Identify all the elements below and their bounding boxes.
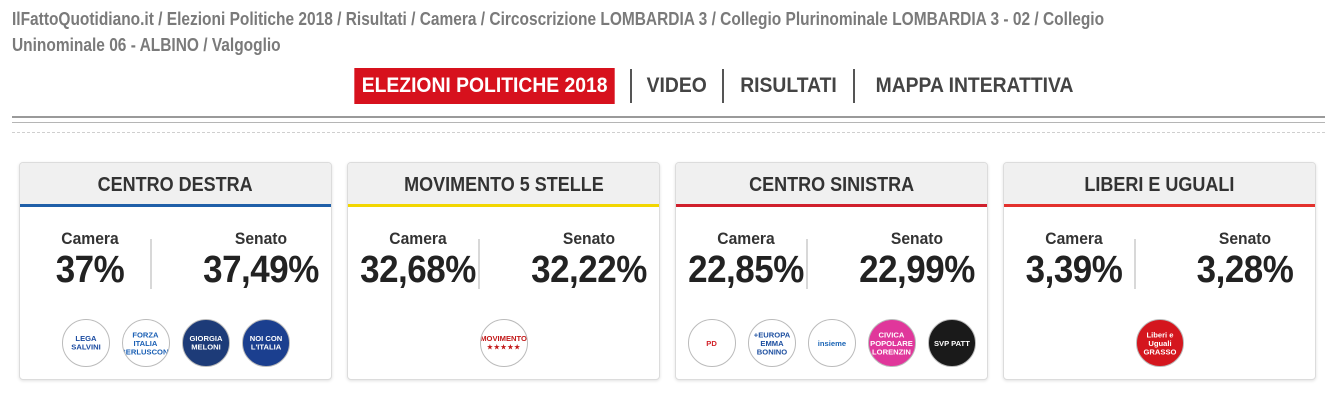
camera-percentage: 3,39% (1025, 249, 1123, 291)
card-header: LIBERI E UGUALI (1004, 163, 1315, 207)
camera-percentage: 22,85% (688, 249, 804, 291)
results-divider (478, 239, 480, 289)
coalition-card-centro-sinistra[interactable]: CENTRO SINISTRA Camera 22,85% Senato 22,… (675, 162, 988, 380)
card-header: CENTRO SINISTRA (676, 163, 987, 207)
results-divider (150, 239, 152, 289)
divider-line (12, 122, 1325, 123)
camera-label: Camera (1045, 229, 1103, 248)
breadcrumb-line-1[interactable]: IlFattoQuotidiano.it / Elezioni Politich… (12, 9, 1105, 29)
elections-nav: ELEZIONI POLITICHE 2018 VIDEO RISULTATI … (343, 68, 1090, 104)
card-title: CENTRO SINISTRA (748, 174, 915, 196)
results-divider (806, 239, 808, 289)
coalition-card-liberi-e-uguali[interactable]: LIBERI E UGUALI Camera 3,39% Senato 3,28… (1003, 162, 1316, 380)
nav-risultati[interactable]: RISULTATI (739, 74, 837, 97)
nav-separator (630, 69, 633, 103)
party-logo-label: MOVIMENTO ★★★★★ (480, 334, 527, 352)
camera-percentage: 32,68% (360, 249, 476, 291)
party-logo-icon[interactable]: NOI CON L'ITALIA (241, 319, 290, 367)
party-logo-icon[interactable]: FORZA ITALIA BERLUSCONI (121, 319, 170, 367)
party-logo-icon[interactable]: MOVIMENTO ★★★★★ (479, 319, 528, 367)
senato-percentage: 22,99% (859, 249, 975, 291)
party-logo-icon[interactable]: CIVICA POPOLARE LORENZIN (867, 319, 916, 367)
senato-percentage: 32,22% (531, 249, 647, 291)
senato-percentage: 3,28% (1196, 249, 1294, 291)
senato-result: Senato 22,99% (847, 229, 987, 292)
nav-mappa-interattiva[interactable]: MAPPA INTERATTIVA (875, 74, 1074, 97)
party-logo-icon[interactable]: GIORGIA MELONI (181, 319, 230, 367)
card-results: Camera 37% Senato 37,49% (20, 207, 331, 307)
card-title: MOVIMENTO 5 STELLE (403, 174, 604, 196)
coalition-card-movimento-5-stelle[interactable]: MOVIMENTO 5 STELLE Camera 32,68% Senato … (347, 162, 660, 380)
party-logo-icon[interactable]: PD (687, 319, 736, 367)
party-logo-icon[interactable]: SVP PATT (927, 319, 976, 367)
party-logos: LEGA SALVINI FORZA ITALIA BERLUSCONI GIORG… (20, 319, 331, 367)
senato-label: Senato (562, 229, 616, 248)
party-logo-icon[interactable]: +EUROPA EMMA BONINO (747, 319, 796, 367)
party-logo-label: FORZA ITALIA BERLUSCONI (121, 330, 170, 356)
card-results: Camera 32,68% Senato 32,22% (348, 207, 659, 307)
card-results: Camera 22,85% Senato 22,99% (676, 207, 987, 307)
party-logo-label: LEGA SALVINI (70, 334, 101, 352)
camera-result: Camera 22,85% (676, 229, 816, 292)
results-divider (1134, 239, 1136, 289)
camera-result: Camera 3,39% (1004, 229, 1144, 292)
breadcrumb-line-2[interactable]: Uninominale 06 - ALBINO / Valgoglio (12, 35, 281, 55)
camera-result: Camera 32,68% (348, 229, 488, 292)
party-logo-icon[interactable]: LEGA SALVINI (61, 319, 110, 367)
card-title: LIBERI E UGUALI (1084, 174, 1235, 196)
camera-result: Camera 37% (20, 229, 160, 292)
camera-label: Camera (717, 229, 775, 248)
senato-result: Senato 3,28% (1175, 229, 1315, 292)
party-logo-label: Liberi e Uguali GRASSO (1143, 330, 1176, 356)
senato-label: Senato (890, 229, 944, 248)
nav-elezioni-politiche-2018[interactable]: ELEZIONI POLITICHE 2018 (354, 68, 615, 104)
nav-separator (721, 69, 724, 103)
party-logo-icon[interactable]: Liberi e Uguali GRASSO (1135, 319, 1184, 367)
breadcrumb: IlFattoQuotidiano.it / Elezioni Politich… (12, 6, 1302, 58)
party-logo-label: SVP PATT (933, 338, 970, 348)
party-logo-label: PD (706, 338, 717, 348)
card-title: CENTRO DESTRA (97, 174, 253, 196)
party-logo-label: NOI CON L'ITALIA (249, 334, 282, 352)
senato-result: Senato 37,49% (191, 229, 331, 292)
senato-result: Senato 32,22% (519, 229, 659, 292)
senato-label: Senato (1218, 229, 1272, 248)
card-header: MOVIMENTO 5 STELLE (348, 163, 659, 207)
party-logos: MOVIMENTO ★★★★★ (348, 319, 659, 367)
senato-label: Senato (234, 229, 288, 248)
nav-separator (852, 69, 855, 103)
party-logo-label: +EUROPA EMMA BONINO (753, 330, 790, 356)
camera-percentage: 37% (55, 249, 125, 291)
coalition-card-centro-destra[interactable]: CENTRO DESTRA Camera 37% Senato 37,49% L… (19, 162, 332, 380)
nav-video[interactable]: VIDEO (646, 74, 707, 97)
party-logos: PD +EUROPA EMMA BONINO insieme CIVICA POPOL… (676, 319, 987, 367)
divider-line (12, 116, 1325, 118)
party-logo-icon[interactable]: insieme (807, 319, 856, 367)
party-logos: Liberi e Uguali GRASSO (1004, 319, 1315, 367)
card-results: Camera 3,39% Senato 3,28% (1004, 207, 1315, 307)
party-logo-label: insieme (817, 338, 846, 348)
divider-dashed-line (12, 132, 1325, 133)
card-header: CENTRO DESTRA (20, 163, 331, 207)
senato-percentage: 37,49% (203, 249, 319, 291)
camera-label: Camera (389, 229, 447, 248)
camera-label: Camera (61, 229, 119, 248)
party-logo-label: CIVICA POPOLARE LORENZIN (870, 330, 913, 356)
party-logo-label: GIORGIA MELONI (189, 334, 222, 352)
